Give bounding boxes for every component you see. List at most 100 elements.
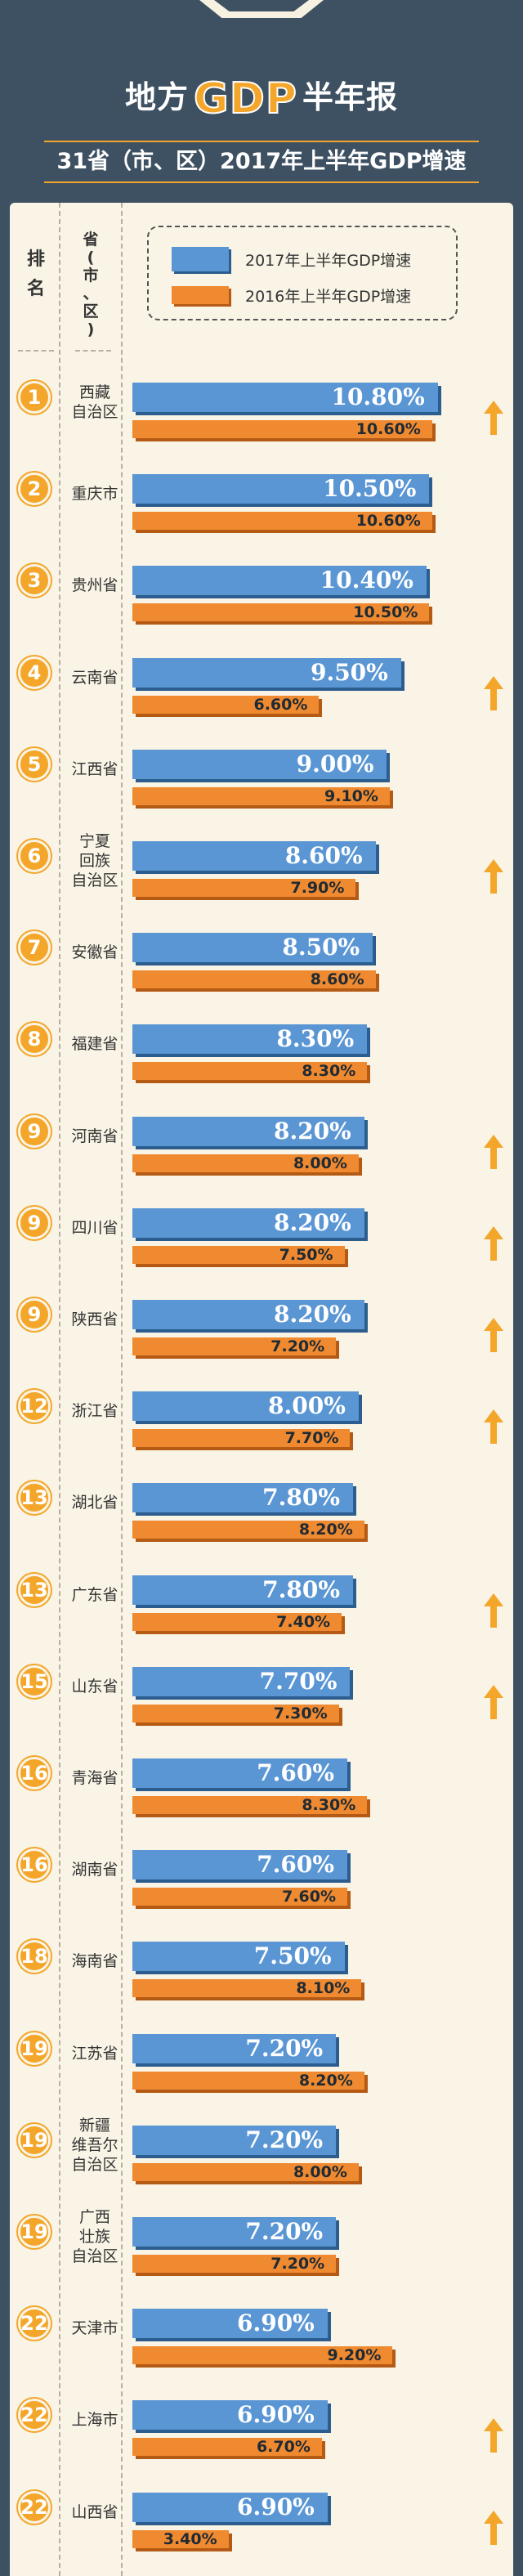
chart-row: 5 江西省 9.00% 9.10%: [0, 737, 523, 828]
up-arrow-icon: [484, 1134, 503, 1169]
top-notch-inner: [214, 0, 309, 11]
bar-2017-label: 9.50%: [310, 658, 388, 686]
province-label: 福建省: [71, 1035, 118, 1054]
chart-row: 2 重庆市 10.50% 10.60%: [0, 461, 523, 553]
legend-item-2017: 2017年上半年GDP增速: [172, 247, 411, 271]
bar-2017: 10.50%: [132, 474, 430, 504]
bar-2017-label: 7.60%: [257, 1851, 335, 1879]
province-label: 重庆市: [71, 485, 118, 504]
bar-2017-label: 7.80%: [262, 1484, 340, 1512]
bar-2017-label: 10.50%: [323, 475, 417, 503]
bar-2016-label: 6.70%: [256, 2438, 311, 2457]
bar-2016-label: 7.40%: [276, 1612, 331, 1631]
province-label: 西藏 自治区: [71, 383, 118, 421]
bar-2016: 7.30%: [132, 1704, 339, 1723]
rank-badge: 19: [18, 2123, 51, 2157]
bar-2017: 8.20%: [132, 1207, 364, 1238]
bar-2016: 8.30%: [132, 1062, 368, 1081]
up-arrow-icon: [484, 2510, 503, 2545]
bar-2017: 7.20%: [132, 2125, 337, 2155]
bar-2017-label: 7.20%: [245, 2126, 324, 2153]
chart-row: 16 湖南省 7.60% 7.60%: [0, 1837, 523, 1929]
chart-row: 13 湖北省 7.80% 8.20%: [0, 1470, 523, 1561]
bar-2016: 9.10%: [132, 786, 390, 805]
bar-2016: 10.60%: [132, 512, 432, 531]
province-label: 山西省: [71, 2502, 118, 2521]
bar-2017-label: 8.50%: [282, 934, 360, 961]
chart-row: 7 安徽省 8.50% 8.60%: [0, 920, 523, 1011]
bar-2017: 8.50%: [132, 933, 373, 963]
chart-row: 19 江苏省 7.20% 8.20%: [0, 2021, 523, 2112]
province-label: 湖北省: [71, 1494, 118, 1512]
chart-row: 22 山西省 6.90% 3.40%: [0, 2480, 523, 2571]
bar-2016-label: 8.00%: [293, 1154, 347, 1172]
rank-header-separator: [18, 350, 54, 352]
up-arrow-icon: [484, 1593, 503, 1628]
bar-2017: 7.80%: [132, 1483, 353, 1513]
up-arrow-icon: [484, 2418, 503, 2453]
chart-row: 9 陕西省 8.20% 7.20%: [0, 1287, 523, 1378]
chart-row: 6 宁夏 回族 自治区 8.60% 7.90%: [0, 828, 523, 920]
rank-badge: 13: [18, 1481, 51, 1515]
bar-2017: 7.70%: [132, 1666, 351, 1696]
up-arrow-icon: [484, 401, 503, 435]
chart-row: 9 河南省 8.20% 8.00%: [0, 1104, 523, 1195]
bar-2016: 8.10%: [132, 1979, 362, 1998]
chart-row: 22 上海市 6.90% 6.70%: [0, 2387, 523, 2479]
bar-2016: 8.20%: [132, 2071, 364, 2090]
subtitle: 31省（市、区）2017年上半年GDP增速: [44, 141, 479, 183]
province-label: 四川省: [71, 1218, 118, 1237]
bar-2017-label: 8.20%: [273, 1208, 351, 1236]
province-label: 江西省: [71, 759, 118, 778]
bar-2017-label: 8.20%: [273, 1301, 351, 1328]
bar-2016-label: 8.20%: [298, 1521, 353, 1539]
title-prefix: 地方: [125, 79, 190, 115]
chart-row: 4 云南省 9.50% 6.60%: [0, 645, 523, 737]
province-label: 山东省: [71, 1677, 118, 1696]
bar-2017-label: 10.40%: [320, 567, 413, 594]
legend: 2017年上半年GDP增速 2016年上半年GDP增速: [147, 226, 458, 320]
up-arrow-icon: [484, 675, 503, 710]
bar-2016-label: 7.20%: [270, 1337, 325, 1355]
legend-item-2016: 2016年上半年GDP增速: [172, 283, 411, 307]
rank-badge: 8: [18, 1023, 51, 1056]
bar-2017-label: 6.90%: [236, 2493, 315, 2520]
bar-2017: 8.00%: [132, 1391, 359, 1422]
bar-2017: 10.40%: [132, 566, 427, 596]
rank-column-divider: [59, 203, 60, 2576]
province-label: 青海省: [71, 1769, 118, 1787]
rank-badge: 1: [18, 381, 51, 414]
chart-row: 15 山东省 7.70% 7.30%: [0, 1654, 523, 1745]
bar-2017-label: 7.70%: [259, 1667, 337, 1695]
province-label: 新疆 维吾尔 自治区: [71, 2116, 118, 2174]
chart-row: 8 福建省 8.30% 8.30%: [0, 1011, 523, 1103]
rank-badge: 7: [18, 931, 51, 965]
bar-2017-label: 8.30%: [276, 1025, 355, 1053]
bar-2016-label: 7.20%: [270, 2255, 325, 2273]
rank-badge: 9: [18, 1298, 51, 1331]
bar-2016-label: 10.60%: [355, 420, 421, 438]
bar-2016: 7.90%: [132, 879, 356, 897]
chart-row: 12 浙江省 8.00% 7.70%: [0, 1378, 523, 1470]
bar-2016-label: 7.70%: [284, 1429, 339, 1448]
bar-2017-label: 7.60%: [257, 1759, 335, 1786]
chart-row: 1 西藏 自治区 10.80% 10.60%: [0, 370, 523, 461]
chart-row: 9 四川省 8.20% 7.50%: [0, 1195, 523, 1287]
rank-badge: 18: [18, 1940, 51, 1973]
province-label: 宁夏 回族 自治区: [71, 832, 118, 889]
province-label: 广西 壮族 自治区: [71, 2208, 118, 2265]
bar-2016-label: 7.90%: [290, 879, 345, 897]
chart-row: 19 广西 壮族 自治区 7.20% 7.20%: [0, 2204, 523, 2296]
up-arrow-icon: [484, 1225, 503, 1261]
bar-2017: 8.30%: [132, 1024, 368, 1055]
province-label: 天津市: [71, 2319, 118, 2338]
bar-2016: 8.60%: [132, 970, 376, 989]
chart-row: 19 新疆 维吾尔 自治区 7.20% 8.00%: [0, 2112, 523, 2204]
bar-2016: 8.00%: [132, 1154, 359, 1172]
chart-row: 3 贵州省 10.40% 10.50%: [0, 553, 523, 644]
bar-2017-label: 7.20%: [245, 2034, 324, 2062]
bar-2017: 9.00%: [132, 749, 387, 779]
bar-2016-label: 8.60%: [310, 970, 364, 989]
title-gdp: GDP: [193, 74, 297, 124]
bar-2017: 8.20%: [132, 1300, 364, 1329]
